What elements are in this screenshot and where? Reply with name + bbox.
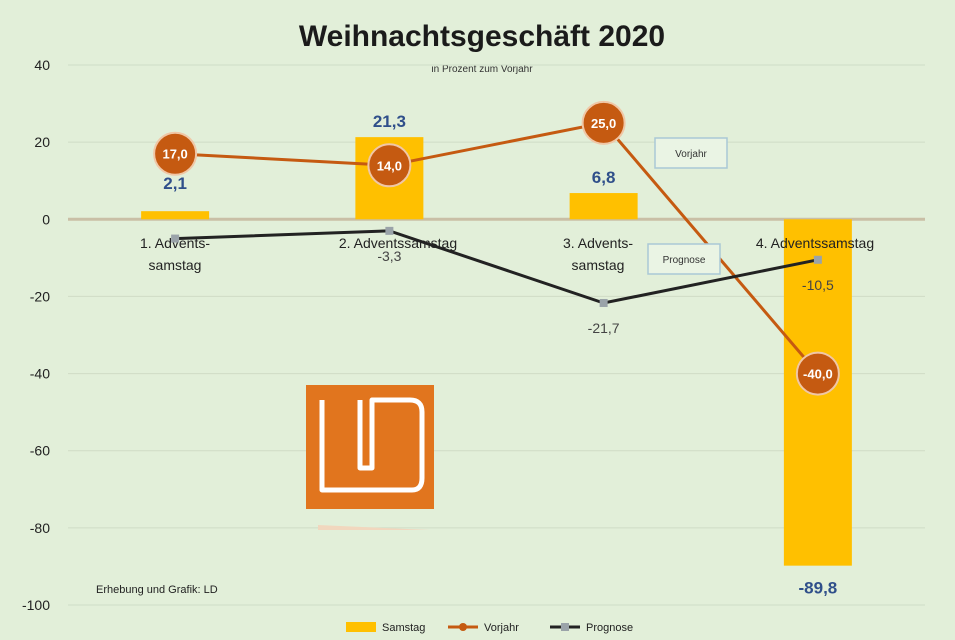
legend-marker bbox=[561, 623, 569, 631]
vorjahr-marker bbox=[153, 131, 198, 176]
y-tick-label: -20 bbox=[30, 288, 50, 304]
y-tick-label: 40 bbox=[34, 57, 50, 73]
prognose-marker bbox=[171, 234, 180, 243]
vorjahr-marker bbox=[367, 143, 412, 188]
category-label: 2. Adventssamstag bbox=[339, 235, 457, 251]
vorjahr-marker bbox=[581, 100, 626, 145]
prognose-value-label: -21,7 bbox=[588, 320, 620, 336]
category-label: samstag bbox=[149, 257, 202, 273]
y-tick-label: -80 bbox=[30, 520, 50, 536]
legend-label: Vorjahr bbox=[484, 622, 519, 634]
bar bbox=[569, 193, 638, 220]
y-tick-label: 20 bbox=[34, 134, 50, 150]
prognose-callout-label: Prognose bbox=[663, 255, 706, 266]
vorjahr-callout-box bbox=[654, 137, 728, 169]
bar bbox=[141, 211, 210, 220]
bar-value-label: 2,1 bbox=[163, 174, 187, 193]
legend-label: Prognose bbox=[586, 622, 633, 634]
source-note: Erhebung und Grafik: LD bbox=[96, 584, 218, 596]
category-label: 3. Advents- bbox=[563, 235, 633, 251]
vorjahr-value-label: -40,0 bbox=[803, 367, 833, 382]
vorjahr-value-label: 25,0 bbox=[591, 116, 616, 131]
vorjahr-marker bbox=[795, 351, 840, 396]
legend-label: Samstag bbox=[382, 622, 425, 634]
vorjahr-callout-label: Vorjahr bbox=[675, 149, 707, 160]
logo-glyph bbox=[319, 397, 425, 493]
prognose-marker bbox=[385, 226, 394, 235]
prognose-marker bbox=[599, 298, 608, 307]
y-tick-label: -40 bbox=[30, 366, 50, 382]
prognose-marker bbox=[813, 255, 822, 264]
category-label: samstag bbox=[572, 257, 625, 273]
prognose-value-label: -3,3 bbox=[377, 248, 401, 264]
bar-value-label: 6,8 bbox=[592, 168, 616, 187]
y-tick-label: -60 bbox=[30, 443, 50, 459]
category-label: 4. Adventssamstag bbox=[756, 235, 874, 251]
prognose-value-label: -10,5 bbox=[802, 277, 834, 293]
vorjahr-value-label: 14,0 bbox=[377, 158, 402, 173]
bar-value-label: -89,8 bbox=[799, 579, 838, 598]
y-tick-label: -100 bbox=[22, 597, 50, 613]
chart-subtitle: in Prozent zum Vorjahr bbox=[431, 64, 533, 75]
y-tick-label: 0 bbox=[42, 211, 50, 227]
legend-marker bbox=[459, 623, 467, 631]
prognose-callout-box bbox=[647, 243, 721, 275]
chart-title: Weihnachtsgeschäft 2020 bbox=[299, 20, 665, 53]
vorjahr-value-label: 17,0 bbox=[162, 147, 187, 162]
logo-shadow bbox=[318, 525, 430, 530]
bar-value-label: 21,3 bbox=[373, 112, 406, 131]
legend-swatch bbox=[346, 622, 376, 632]
prognose-line bbox=[175, 229, 819, 305]
